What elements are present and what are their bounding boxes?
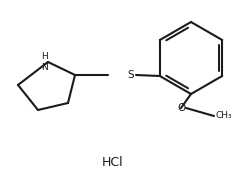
Text: CH₃: CH₃ [216, 111, 233, 121]
Text: O: O [177, 103, 185, 113]
Text: S: S [128, 70, 134, 80]
Text: N: N [42, 63, 48, 72]
Text: HCl: HCl [102, 155, 124, 168]
Text: H: H [42, 52, 48, 61]
